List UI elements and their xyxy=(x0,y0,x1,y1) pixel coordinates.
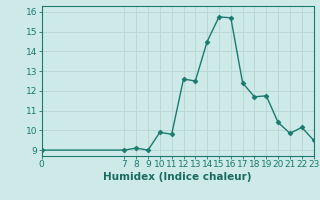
X-axis label: Humidex (Indice chaleur): Humidex (Indice chaleur) xyxy=(103,172,252,182)
